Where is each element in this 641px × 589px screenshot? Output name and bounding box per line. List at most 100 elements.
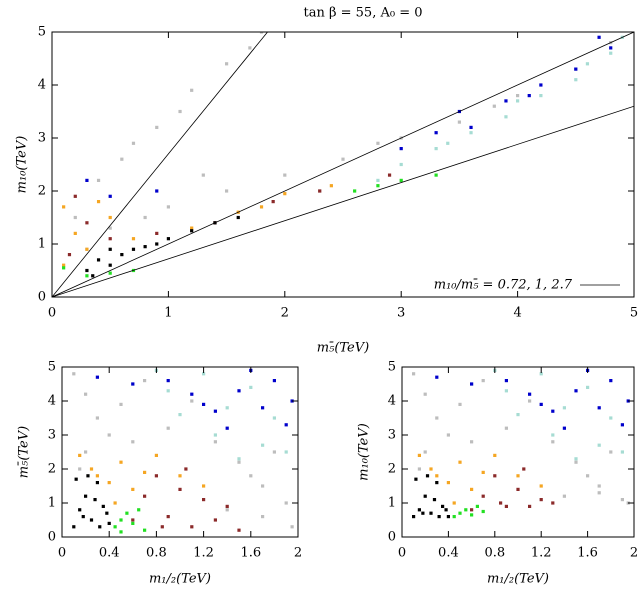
point — [107, 433, 111, 437]
y-tick-label: 1 — [388, 496, 396, 511]
point — [620, 423, 624, 427]
point — [154, 474, 158, 478]
point — [341, 157, 345, 161]
point — [446, 141, 450, 145]
point — [202, 498, 206, 502]
x-tick-label: 1.6 — [240, 546, 261, 561]
x-tick-label: 0.8 — [146, 546, 167, 561]
point — [539, 94, 543, 98]
point — [72, 525, 76, 529]
point — [597, 443, 601, 447]
point — [95, 375, 99, 379]
point — [458, 402, 462, 406]
point — [504, 426, 508, 430]
point — [539, 83, 543, 87]
point — [470, 440, 474, 444]
y-tick-label: 5 — [388, 360, 396, 375]
point — [539, 484, 543, 488]
point — [470, 513, 474, 517]
point — [435, 481, 439, 485]
point — [202, 372, 206, 376]
point — [62, 266, 66, 270]
point — [620, 450, 624, 454]
y-tick-label: 5 — [48, 360, 56, 375]
point — [95, 474, 99, 478]
point — [131, 487, 135, 491]
point — [119, 518, 123, 522]
point — [376, 184, 380, 188]
point — [108, 215, 112, 220]
point — [469, 125, 473, 129]
point — [551, 440, 555, 444]
point — [85, 178, 89, 182]
plot-area — [52, 32, 634, 297]
point — [98, 525, 102, 529]
point — [93, 498, 97, 502]
point — [202, 402, 206, 406]
point — [95, 481, 99, 485]
axes-frame — [401, 366, 635, 538]
point — [516, 474, 520, 478]
x-tick-label: 0 — [398, 546, 406, 561]
y-tick-label: 0 — [48, 530, 56, 545]
annotation: m₁₀/m₅̄ = 0.72, 1, 2.7 — [434, 278, 573, 293]
point — [469, 131, 473, 135]
y-axis-label: m₁₀(TeV) — [357, 423, 372, 481]
point — [225, 504, 229, 508]
point — [190, 226, 194, 230]
point — [143, 470, 147, 474]
point — [113, 525, 117, 529]
point — [155, 189, 159, 193]
point — [131, 521, 135, 525]
point — [107, 521, 111, 525]
point — [137, 508, 141, 512]
y-tick-label: 2 — [388, 462, 396, 477]
point — [387, 173, 392, 177]
point — [166, 205, 170, 209]
point — [504, 379, 508, 383]
x-tick-label: 2 — [281, 306, 289, 321]
point — [259, 205, 264, 209]
point — [464, 508, 468, 512]
x-tick-label: 1 — [164, 306, 172, 321]
point — [131, 518, 135, 522]
point — [539, 498, 543, 502]
point — [446, 481, 450, 485]
point — [131, 440, 135, 444]
point — [399, 178, 403, 182]
point — [120, 157, 124, 161]
point — [120, 253, 124, 257]
point — [425, 474, 430, 478]
point — [417, 508, 421, 512]
point — [178, 487, 182, 491]
point — [574, 67, 578, 71]
point — [202, 484, 206, 488]
point — [272, 379, 276, 383]
point — [272, 450, 276, 454]
point — [213, 433, 217, 437]
point — [609, 450, 613, 454]
point — [155, 231, 159, 235]
point — [249, 474, 253, 478]
point — [516, 99, 520, 103]
point — [609, 51, 613, 55]
y-tick-label: 2 — [38, 184, 46, 199]
point — [166, 389, 170, 393]
point — [516, 487, 520, 491]
point — [423, 494, 427, 498]
point — [72, 372, 76, 376]
point — [166, 426, 170, 430]
point — [225, 508, 229, 512]
point — [585, 62, 590, 66]
point — [259, 32, 264, 34]
point — [62, 263, 66, 267]
x-tick-label: 1.2 — [531, 546, 552, 561]
point — [597, 491, 601, 495]
point — [609, 416, 613, 420]
point — [225, 62, 229, 66]
point — [423, 450, 427, 454]
point — [261, 406, 265, 410]
point — [225, 189, 229, 193]
x-axis-label: m₁/₂(TeV) — [149, 572, 211, 587]
x-tick-label: 2 — [630, 546, 638, 561]
